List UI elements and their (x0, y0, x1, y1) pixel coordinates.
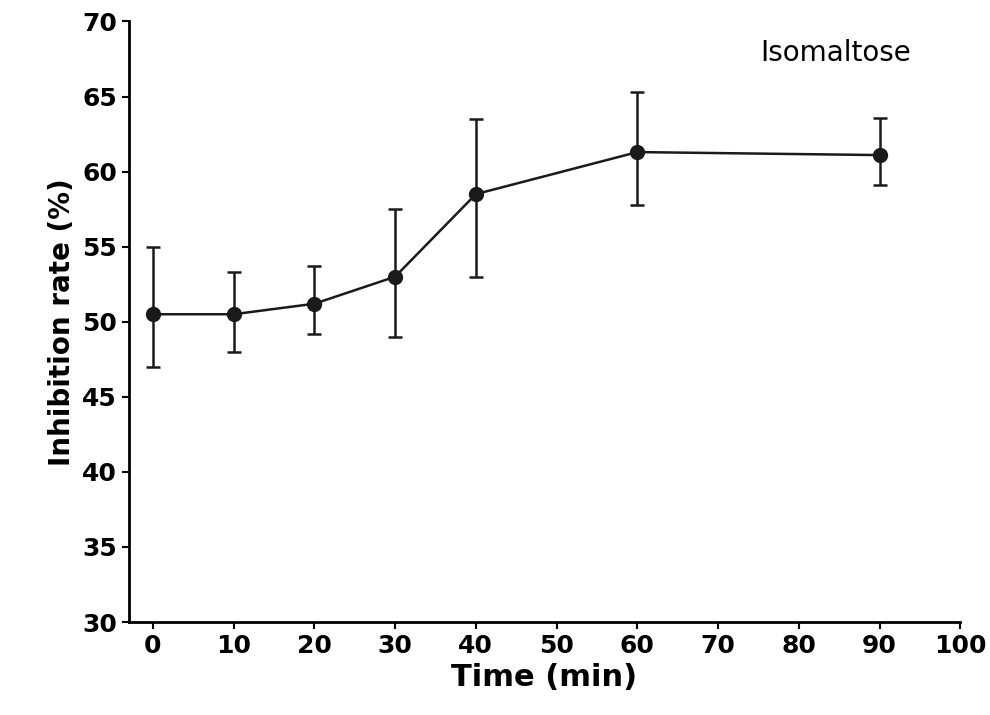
Y-axis label: Inhibition rate (%): Inhibition rate (%) (49, 178, 76, 465)
Text: Isomaltose: Isomaltose (760, 39, 912, 67)
X-axis label: Time (min): Time (min) (451, 664, 638, 692)
